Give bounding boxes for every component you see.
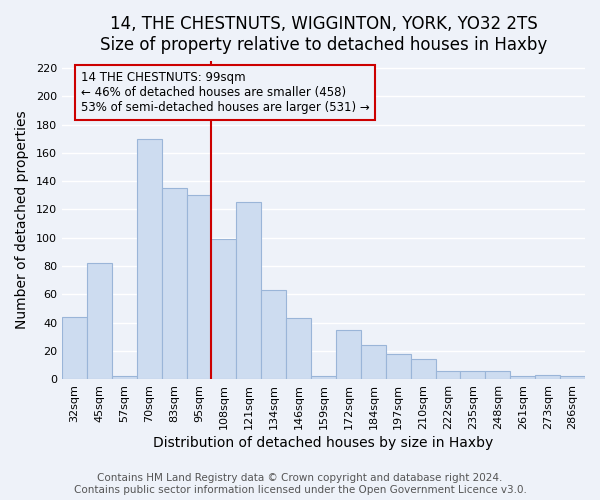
Text: 14 THE CHESTNUTS: 99sqm
← 46% of detached houses are smaller (458)
53% of semi-d: 14 THE CHESTNUTS: 99sqm ← 46% of detache… <box>81 71 370 114</box>
Bar <box>62 317 87 379</box>
Bar <box>361 345 386 379</box>
Bar <box>485 370 510 379</box>
Text: Contains HM Land Registry data © Crown copyright and database right 2024.
Contai: Contains HM Land Registry data © Crown c… <box>74 474 526 495</box>
Bar <box>535 375 560 379</box>
Bar <box>560 376 585 379</box>
Bar <box>137 138 161 379</box>
Bar <box>161 188 187 379</box>
Bar <box>436 370 460 379</box>
Y-axis label: Number of detached properties: Number of detached properties <box>15 110 29 330</box>
Bar <box>236 202 261 379</box>
Bar <box>311 376 336 379</box>
Bar <box>211 239 236 379</box>
Bar <box>112 376 137 379</box>
Bar <box>410 360 436 379</box>
Bar <box>187 195 211 379</box>
Bar <box>286 318 311 379</box>
X-axis label: Distribution of detached houses by size in Haxby: Distribution of detached houses by size … <box>154 436 494 450</box>
Bar <box>386 354 410 379</box>
Bar <box>87 263 112 379</box>
Bar <box>510 376 535 379</box>
Bar <box>261 290 286 379</box>
Bar <box>336 330 361 379</box>
Bar <box>460 370 485 379</box>
Title: 14, THE CHESTNUTS, WIGGINTON, YORK, YO32 2TS
Size of property relative to detach: 14, THE CHESTNUTS, WIGGINTON, YORK, YO32… <box>100 15 547 54</box>
